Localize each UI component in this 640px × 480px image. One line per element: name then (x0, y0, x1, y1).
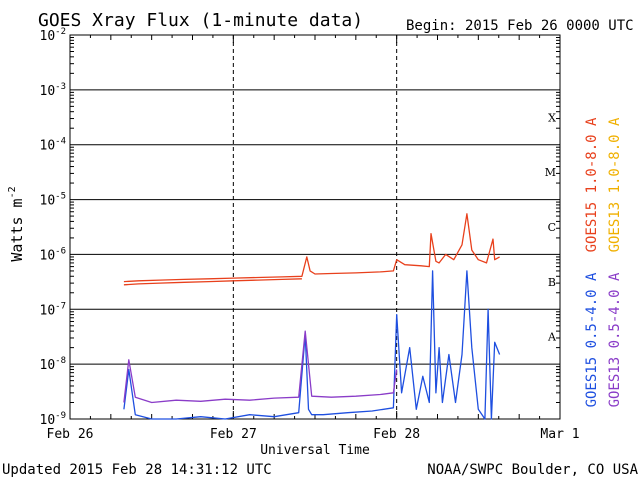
updated-label: Updated 2015 Feb 28 14:31:12 UTC (2, 462, 272, 478)
x-tick-label: Feb 26 (47, 427, 94, 442)
flare-class-label: X (548, 111, 556, 124)
y-tick-label: 10-6 (40, 246, 67, 263)
y-axis-ticks: 10-2 10-3 10-4 10-5 10-6 10-7 10-8 10-9 (40, 27, 560, 428)
y-axis-label-exponent: -2 (7, 186, 18, 198)
chart-title: GOES Xray Flux (1-minute data) (38, 10, 363, 31)
y-axis-label-main: Watts m (8, 198, 26, 261)
begin-label: Begin: 2015 Feb 26 0000 UTC (406, 18, 634, 34)
flare-class-labels: X M C B A (545, 111, 557, 343)
y-axis-label: Watts m-2 (7, 186, 26, 261)
svg-text:Watts m-2: Watts m-2 (7, 186, 26, 261)
y-tick-label: 10-7 (40, 301, 67, 318)
x-tick-label: Feb 28 (373, 427, 420, 442)
credit-label: NOAA/SWPC Boulder, CO USA (427, 462, 638, 478)
series-line (123, 270, 501, 420)
x-axis-label: Universal Time (260, 443, 370, 458)
y-tick-label: 10-9 (40, 411, 67, 428)
x-axis-ticks: Feb 26 Feb 27 Feb 28 Mar 1 (47, 35, 580, 442)
y-tick-label: 10-3 (40, 82, 67, 99)
legend-entry: GOES13 0.5-4.0 A (607, 272, 623, 407)
legend-entry: GOES15 0.5-4.0 A (584, 272, 600, 407)
series-line (123, 330, 398, 404)
y-tick-label: 10-8 (40, 356, 67, 373)
series-line (123, 213, 500, 283)
x-tick-label: Mar 1 (540, 427, 579, 442)
flare-class-label: M (545, 166, 556, 179)
legend-entry: GOES13 1.0-8.0 A (607, 117, 623, 252)
y-tick-label: 10-5 (40, 192, 67, 209)
y-tick-label: 10-2 (40, 27, 67, 44)
series-layer (123, 213, 501, 420)
y-tick-label: 10-4 (40, 137, 67, 154)
flare-class-label: C (548, 221, 556, 234)
legend: GOES15 1.0-8.0 A GOES13 1.0-8.0 A GOES15 0… (584, 117, 623, 407)
x-tick-label: Feb 27 (210, 427, 257, 442)
legend-entry: GOES15 1.0-8.0 A (584, 117, 600, 252)
flare-class-label: B (548, 276, 556, 289)
flare-class-label: A (547, 331, 557, 344)
series-line (123, 278, 302, 286)
